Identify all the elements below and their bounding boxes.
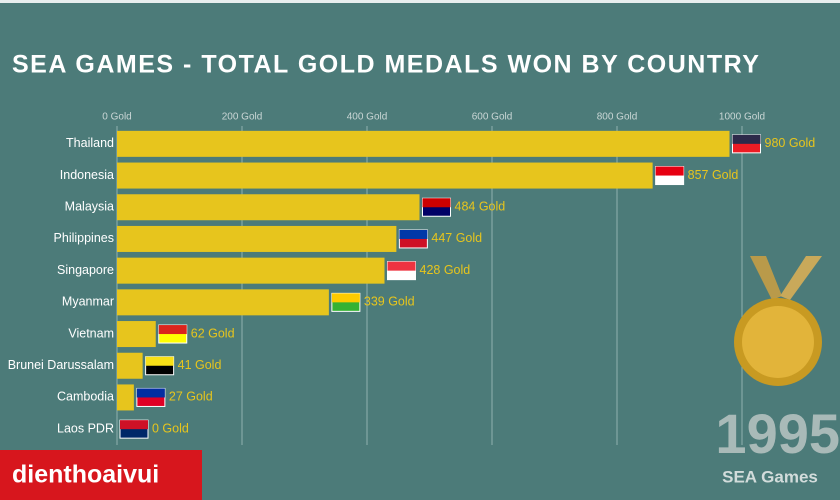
y-tick-label: Cambodia <box>57 390 114 404</box>
bar <box>117 321 156 348</box>
bar <box>117 162 653 189</box>
y-tick-label: Thailand <box>66 136 114 150</box>
chart-title: SEA GAMES - TOTAL GOLD MEDALS WON BY COU… <box>12 51 760 79</box>
ribbon <box>780 256 822 300</box>
bar <box>117 130 730 157</box>
bar <box>117 352 143 379</box>
event: SEA Games <box>722 467 818 486</box>
y-tick-label: Malaysia <box>65 200 114 214</box>
x-tick-label: 1000 Gold <box>719 112 765 123</box>
value-label: 857 Gold <box>688 168 739 182</box>
y-tick-label: Vietnam <box>68 326 114 340</box>
flag <box>399 229 428 239</box>
flag <box>331 293 360 303</box>
flag <box>136 388 165 398</box>
flag <box>120 420 148 430</box>
flag <box>158 325 187 335</box>
bar <box>117 384 134 411</box>
y-tick-label: Myanmar <box>62 295 114 309</box>
flag <box>422 198 451 208</box>
medal <box>734 256 822 386</box>
value-label: 62 Gold <box>191 326 235 340</box>
bar <box>117 257 385 284</box>
value-label: 0 Gold <box>152 421 189 435</box>
brand-box <box>0 450 202 500</box>
y-tick-label: Laos PDR <box>57 421 114 435</box>
ribbon <box>750 256 782 300</box>
medal-inner <box>742 306 814 378</box>
y-tick-label: Indonesia <box>60 168 114 182</box>
flag <box>732 134 761 144</box>
flag <box>655 166 684 176</box>
value-label: 980 Gold <box>765 136 816 150</box>
flag <box>387 261 416 271</box>
value-label: 447 Gold <box>431 231 482 245</box>
value-label: 484 Gold <box>455 200 506 214</box>
value-label: 41 Gold <box>178 358 222 372</box>
y-tick-label: Philippines <box>54 231 114 245</box>
value-label: 428 Gold <box>420 263 471 277</box>
top-strip <box>0 0 840 3</box>
bar <box>117 225 397 252</box>
flag <box>145 356 174 366</box>
y-tick-label: Singapore <box>57 263 114 277</box>
value-label: 339 Gold <box>364 295 415 309</box>
x-tick-label: 200 Gold <box>222 112 263 123</box>
y-tick-label: Brunei Darussalam <box>8 358 114 372</box>
value-label: 27 Gold <box>169 390 213 404</box>
x-tick-label: 800 Gold <box>597 112 638 123</box>
bar <box>117 194 420 221</box>
year: 1995 <box>715 402 840 465</box>
x-tick-label: 600 Gold <box>472 112 513 123</box>
x-tick-label: 400 Gold <box>347 112 388 123</box>
bar <box>117 289 329 316</box>
x-tick-label: 0 Gold <box>102 112 131 123</box>
brand: dienthoaivui <box>12 461 159 489</box>
